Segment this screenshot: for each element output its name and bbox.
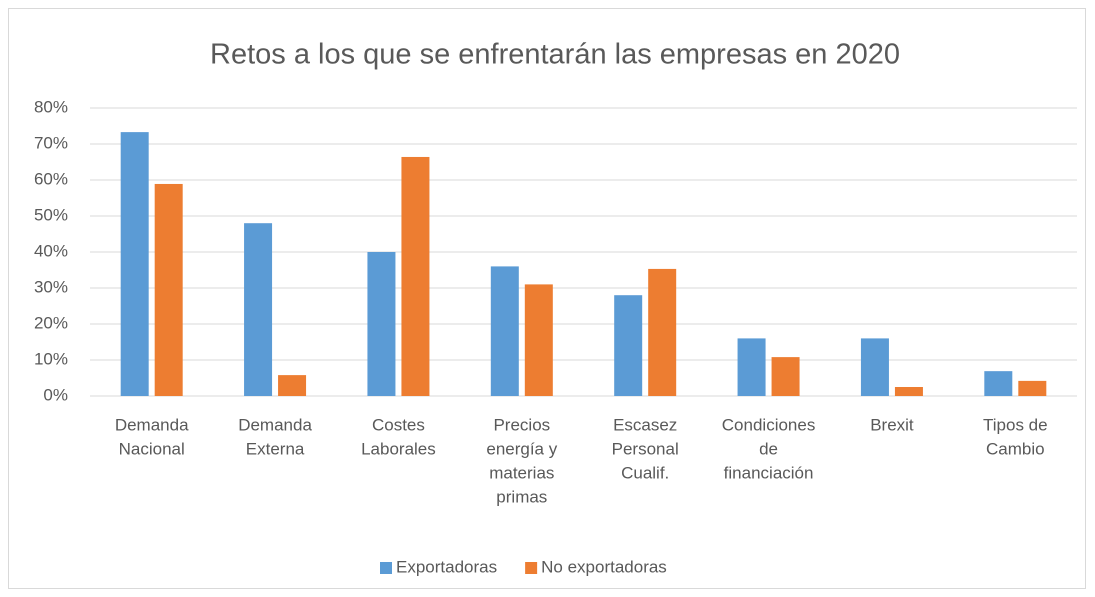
- bar: [154, 183, 183, 396]
- bar: [524, 284, 553, 396]
- x-tick-label: Laborales: [361, 439, 436, 458]
- x-tick-label: Nacional: [119, 439, 185, 458]
- y-tick-label: 20%: [34, 313, 68, 332]
- x-tick-label: Cualif.: [621, 463, 669, 482]
- legend-swatch: [380, 562, 392, 574]
- bar: [1018, 380, 1047, 396]
- y-tick-label: 30%: [34, 277, 68, 296]
- x-tick-label: energía y: [486, 439, 557, 458]
- bar: [120, 132, 149, 396]
- x-tick-label: Demanda: [115, 415, 189, 434]
- y-tick-label: 0%: [43, 385, 68, 404]
- y-tick-label: 60%: [34, 169, 68, 188]
- x-tick-label: Demanda: [238, 415, 312, 434]
- y-tick-label: 10%: [34, 349, 68, 368]
- bar: [244, 223, 273, 396]
- bar: [278, 375, 307, 396]
- bar: [860, 338, 889, 396]
- bar: [984, 371, 1013, 396]
- bar: [771, 357, 800, 396]
- x-tick-label: Condiciones: [722, 415, 816, 434]
- x-tick-label: Escasez: [613, 415, 677, 434]
- bar: [490, 266, 519, 396]
- bar: [737, 338, 766, 396]
- x-tick-label: materias: [489, 463, 554, 482]
- legend-label: No exportadoras: [541, 557, 667, 576]
- x-tick-label: Personal: [612, 439, 679, 458]
- x-tick-label: Tipos de: [983, 415, 1048, 434]
- y-tick-label: 70%: [34, 133, 68, 152]
- y-tick-label: 50%: [34, 205, 68, 224]
- chart-title: Retos a los que se enfrentarán las empre…: [210, 39, 900, 71]
- bar: [648, 268, 677, 396]
- legend-swatch: [525, 562, 538, 574]
- x-tick-label: Cambio: [986, 439, 1045, 458]
- x-tick-label: Precios: [493, 415, 550, 434]
- x-tick-label: Externa: [246, 439, 305, 458]
- y-tick-label: 40%: [34, 241, 68, 260]
- bar: [367, 252, 396, 396]
- legend-label: Exportadoras: [396, 557, 497, 576]
- x-tick-label: Brexit: [870, 415, 914, 434]
- bar: [614, 295, 643, 396]
- bar: [401, 156, 430, 396]
- x-tick-label: Costes: [372, 415, 425, 434]
- x-tick-label: primas: [496, 487, 547, 506]
- x-tick-label: financiación: [724, 463, 814, 482]
- y-tick-label: 80%: [34, 97, 68, 116]
- bar: [894, 387, 923, 396]
- x-tick-label: de: [759, 439, 778, 458]
